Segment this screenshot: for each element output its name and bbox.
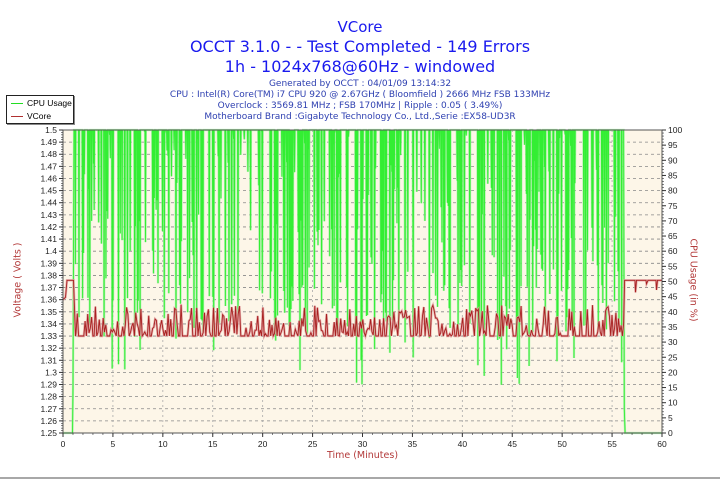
- svg-text:15: 15: [668, 383, 678, 393]
- svg-text:1.26: 1.26: [40, 416, 57, 426]
- svg-text:1.42: 1.42: [40, 222, 57, 232]
- svg-text:40: 40: [458, 439, 468, 449]
- svg-text:1.34: 1.34: [40, 319, 57, 329]
- svg-text:1.31: 1.31: [40, 355, 57, 365]
- svg-text:1.28: 1.28: [40, 392, 57, 402]
- legend-label: VCore: [27, 111, 52, 121]
- x-axis-label: Time (Minutes): [326, 450, 399, 461]
- svg-text:1.29: 1.29: [40, 380, 57, 390]
- generated-info: Generated by OCCT : 04/01/09 13:14:32: [268, 79, 452, 89]
- svg-text:35: 35: [668, 322, 678, 332]
- y-axis-right-label: CPU Usage (in %): [687, 238, 699, 322]
- bottom-divider: [0, 477, 720, 479]
- svg-text:50: 50: [557, 439, 567, 449]
- svg-text:5: 5: [668, 413, 673, 423]
- y-axis-left-label: Voltage ( Volts ): [12, 242, 24, 318]
- svg-text:25: 25: [668, 352, 678, 362]
- cpu-info: CPU : Intel(R) Core(TM) i7 CPU 920 @ 2.6…: [169, 90, 551, 100]
- legend-swatch-vcore: [11, 115, 23, 117]
- svg-text:1.3: 1.3: [45, 367, 57, 377]
- svg-text:1.44: 1.44: [40, 198, 57, 208]
- svg-text:35: 35: [408, 439, 418, 449]
- legend-label: CPU Usage: [27, 98, 72, 108]
- svg-text:1.4: 1.4: [45, 246, 57, 256]
- svg-text:90: 90: [668, 155, 678, 165]
- svg-text:0: 0: [668, 428, 673, 438]
- svg-text:1.45: 1.45: [40, 186, 57, 196]
- motherboard-info: Motherboard Brand :Gigabyte Technology C…: [204, 112, 516, 122]
- svg-text:1.36: 1.36: [40, 295, 57, 305]
- series-vcore: [62, 279, 662, 341]
- svg-text:30: 30: [358, 439, 368, 449]
- svg-text:1.35: 1.35: [40, 307, 57, 317]
- svg-text:95: 95: [668, 140, 678, 150]
- svg-text:10: 10: [668, 398, 678, 408]
- svg-text:80: 80: [668, 186, 678, 196]
- axes: 1.25 1.26 1.27 1.28 1.29 1.3 1.31 1.32 1.33 1.34 1…: [40, 125, 682, 449]
- svg-text:1.46: 1.46: [40, 173, 57, 183]
- svg-text:45: 45: [508, 439, 518, 449]
- svg-text:1.37: 1.37: [40, 283, 57, 293]
- svg-text:60: 60: [657, 439, 667, 449]
- svg-text:10: 10: [158, 439, 168, 449]
- svg-text:40: 40: [668, 307, 678, 317]
- svg-text:0: 0: [61, 439, 66, 449]
- svg-text:5: 5: [111, 439, 116, 449]
- svg-text:1.5: 1.5: [45, 125, 57, 135]
- svg-text:1.47: 1.47: [40, 161, 57, 171]
- svg-text:55: 55: [607, 439, 617, 449]
- svg-text:1.32: 1.32: [40, 343, 57, 353]
- svg-text:45: 45: [668, 292, 678, 302]
- chart-legend: CPU Usage VCore: [6, 95, 74, 124]
- chart-subtitle-2: 1h - 1024x768@60Hz - windowed: [224, 57, 496, 76]
- svg-text:1.27: 1.27: [40, 404, 57, 414]
- svg-text:85: 85: [668, 170, 678, 180]
- svg-text:1.38: 1.38: [40, 270, 57, 280]
- svg-text:65: 65: [668, 231, 678, 241]
- svg-text:100: 100: [668, 125, 682, 135]
- chart-header: VCore OCCT 3.1.0 - - Test Completed - 14…: [0, 18, 720, 123]
- svg-text:1.39: 1.39: [40, 258, 57, 268]
- svg-text:15: 15: [208, 439, 218, 449]
- svg-text:20: 20: [668, 367, 678, 377]
- svg-text:1.43: 1.43: [40, 210, 57, 220]
- svg-text:25: 25: [308, 439, 318, 449]
- svg-text:55: 55: [668, 261, 678, 271]
- legend-item-vcore: VCore: [7, 110, 73, 122]
- svg-text:1.41: 1.41: [40, 234, 57, 244]
- svg-text:70: 70: [668, 216, 678, 226]
- legend-swatch-cpu: [11, 102, 23, 104]
- chart-subtitle: OCCT 3.1.0 - - Test Completed - 149 Erro…: [189, 37, 531, 56]
- legend-item-cpu-usage: CPU Usage: [7, 97, 73, 109]
- overclock-info: Overclock : 3569.81 MHz ; FSB 170MHz | R…: [217, 101, 503, 111]
- svg-text:20: 20: [258, 439, 268, 449]
- svg-text:60: 60: [668, 246, 678, 256]
- chart-title: VCore: [337, 18, 383, 36]
- svg-text:1.25: 1.25: [40, 428, 57, 438]
- svg-text:75: 75: [668, 201, 678, 211]
- svg-text:30: 30: [668, 337, 678, 347]
- svg-text:1.49: 1.49: [40, 137, 57, 147]
- svg-text:50: 50: [668, 277, 678, 287]
- svg-text:1.48: 1.48: [40, 149, 57, 159]
- svg-text:1.33: 1.33: [40, 331, 57, 341]
